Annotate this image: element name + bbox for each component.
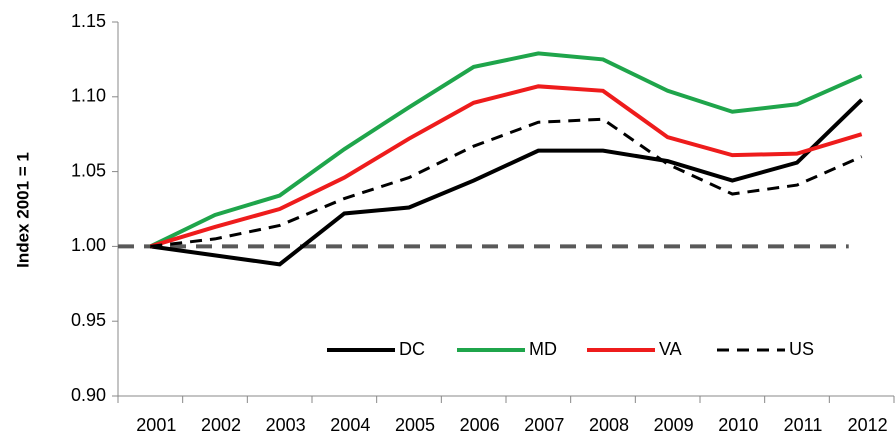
series-line: [150, 117, 863, 248]
series-line: [149, 51, 863, 249]
y-tick-label: 1.15: [71, 11, 106, 31]
x-tick-label: 2010: [718, 415, 758, 435]
y-tick-label: 0.95: [71, 310, 106, 330]
x-tick-label: 2002: [201, 415, 241, 435]
x-tick-label: 2009: [654, 415, 694, 435]
legend-label: US: [789, 339, 814, 359]
x-tick-label: 2012: [848, 415, 888, 435]
y-tick-label: 1.00: [71, 235, 106, 255]
y-tick-label: 1.10: [71, 86, 106, 106]
series-line: [149, 84, 863, 249]
y-tick-label: 0.90: [71, 385, 106, 405]
series-line: [150, 98, 864, 267]
x-tick-label: 2005: [395, 415, 435, 435]
legend-label: DC: [399, 339, 425, 359]
x-tick-label: 2008: [589, 415, 629, 435]
x-tick-label: 2011: [784, 415, 823, 435]
x-tick-label: 2001: [136, 415, 176, 435]
x-tick-label: 2006: [460, 415, 500, 435]
x-tick-label: 2007: [524, 415, 564, 435]
y-tick-label: 1.05: [71, 160, 106, 180]
y-axis-label: Index 2001 = 1: [13, 152, 32, 268]
x-tick-label: 2003: [266, 415, 306, 435]
x-tick-label: 2004: [330, 415, 370, 435]
legend-label: VA: [659, 339, 682, 359]
legend-label: MD: [529, 339, 557, 359]
